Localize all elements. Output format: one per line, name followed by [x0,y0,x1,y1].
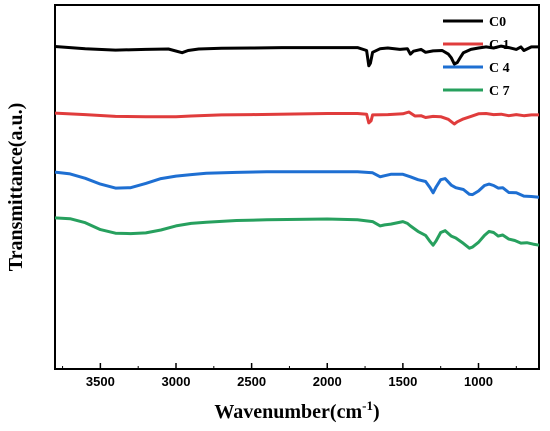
x-tick-label: 2500 [237,374,266,389]
series-line-c1 [55,112,539,124]
x-axis-title-close: ) [373,401,380,423]
x-tick-label: 2000 [313,374,342,389]
x-axis-ticks: 3500 3000 2500 2000 1500 1000 [63,363,517,389]
series-line-c7 [55,218,539,248]
x-tick-label: 1500 [388,374,417,389]
legend-label: C 4 [489,61,510,76]
x-axis-title: Wavenumber(cm-1) [214,398,379,423]
x-tick-label: 3000 [162,374,191,389]
series-lines [55,46,539,248]
x-axis-title-sup: -1 [362,398,373,413]
x-tick-label: 1000 [464,374,493,389]
legend-label: C 7 [489,84,510,99]
series-line-c0 [55,46,539,66]
x-axis-title-main: Wavenumber(cm [214,401,362,423]
legend-label: C 1 [489,38,510,53]
series-line-c4 [55,172,539,198]
x-tick-label: 3500 [86,374,115,389]
legend-label: C0 [489,15,506,30]
y-axis-title: Transmittance(a.u.) [5,103,27,272]
legend: C0 C 1 C 4 C 7 [443,15,510,99]
